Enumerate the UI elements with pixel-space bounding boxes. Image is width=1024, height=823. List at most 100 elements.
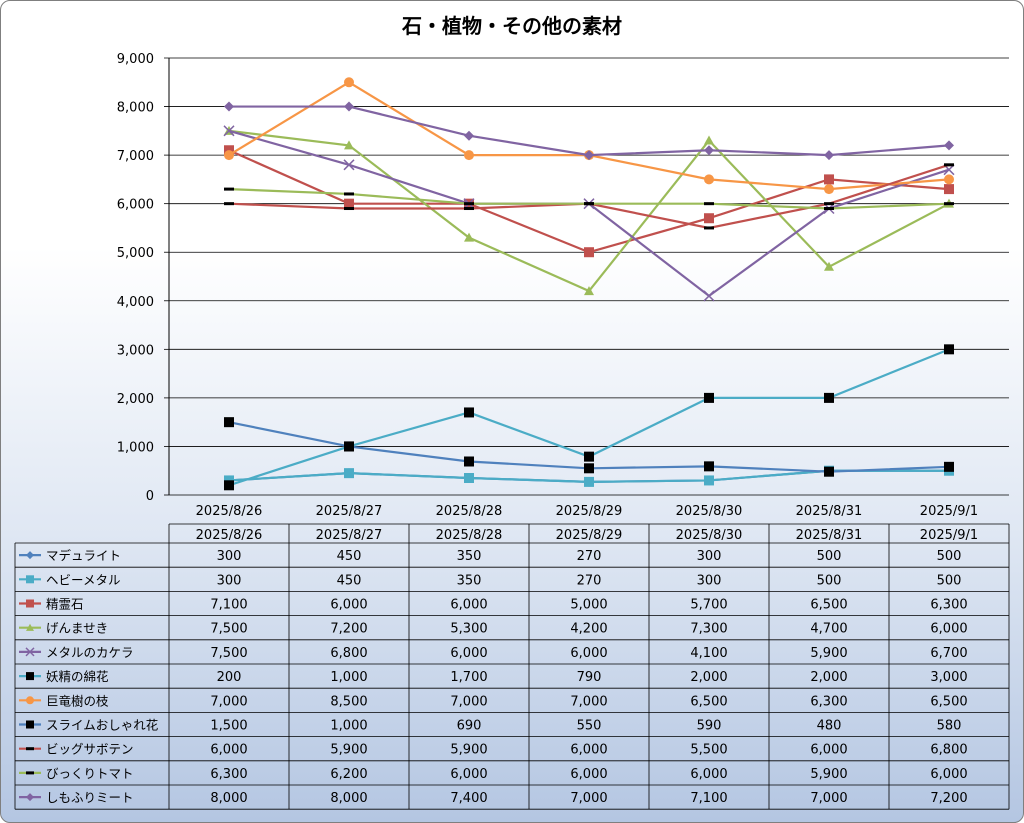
x-tick-label: 2025/8/26 <box>196 504 263 519</box>
table-cell: 6,300 <box>930 598 967 613</box>
table-row: しもふりミート 8,000 8,000 7,400 7,000 7,100 7,000 7,2… <box>19 790 968 806</box>
table-cell: 8,000 <box>330 791 367 806</box>
series-name: ビッグサボテン <box>46 742 134 757</box>
table-cell: 6,000 <box>330 598 367 613</box>
table-cell: 7,300 <box>690 622 727 637</box>
data-point <box>584 476 594 487</box>
table-row: ビッグサボテン 6,000 5,900 5,900 6,000 5,500 6,000 6,8… <box>19 742 968 758</box>
table-cell: 580 <box>937 719 962 734</box>
data-point <box>344 198 354 209</box>
data-point <box>944 202 954 206</box>
table-cell: 5,700 <box>690 598 727 613</box>
table-cell: 7,000 <box>210 694 247 709</box>
legend-key-marker <box>26 575 34 584</box>
data-point <box>704 135 714 145</box>
table-cell: 6,000 <box>450 767 487 782</box>
data-point <box>464 202 474 206</box>
data-point <box>704 392 714 403</box>
data-point <box>224 480 234 491</box>
axis-layer: 0 1,000 2,000 3,000 4,000 5,000 6,000 7,000 8,00… <box>117 52 978 519</box>
data-point <box>824 202 834 206</box>
series-name: スライムおしゃれ花 <box>46 718 158 733</box>
legend-key-marker <box>26 771 34 775</box>
table-cell: 6,500 <box>690 694 727 709</box>
data-point <box>344 441 354 452</box>
y-tick-label: 7,000 <box>117 149 154 164</box>
x-tick-label: 2025/8/27 <box>316 504 383 519</box>
table-cell: 5,000 <box>570 598 607 613</box>
table-cell: 8,500 <box>330 694 367 709</box>
y-tick-label: 1,000 <box>117 440 154 455</box>
legend-key-marker <box>26 793 34 802</box>
data-table: 2025/8/26 2025/8/27 2025/8/28 2025/8/29 2025… <box>14 523 1010 810</box>
table-cell: 200 <box>217 670 242 685</box>
table-cell: 2,000 <box>690 670 727 685</box>
series-line <box>229 105 950 157</box>
series-name: 巨竜樹の枝 <box>46 693 109 708</box>
data-point <box>344 140 354 150</box>
grid-layer <box>169 57 1009 496</box>
data-point <box>944 184 954 195</box>
data-point <box>584 451 594 462</box>
data-point <box>584 247 594 258</box>
data-point <box>344 77 354 88</box>
data-point <box>824 466 834 477</box>
data-point <box>224 202 234 206</box>
legend-key-marker <box>26 551 34 560</box>
table-cell: 6,500 <box>810 598 847 613</box>
table-cell: 350 <box>457 573 482 588</box>
table-cell: 7,000 <box>450 694 487 709</box>
data-point <box>704 461 714 472</box>
y-tick-label: 3,000 <box>117 343 154 358</box>
series-line <box>228 149 950 254</box>
series-10 <box>224 187 954 211</box>
table-cell: 2,000 <box>810 670 847 685</box>
table-cell: 6,000 <box>570 646 607 661</box>
series-3 <box>224 145 954 258</box>
y-tick-label: 0 <box>146 489 154 504</box>
data-point <box>584 286 594 296</box>
series-name: ヘビーメタル <box>46 572 121 587</box>
y-tick-label: 4,000 <box>117 295 154 310</box>
data-point <box>704 174 714 185</box>
table-cell: 7,100 <box>690 791 727 806</box>
table-header-cell: 2025/8/27 <box>316 528 383 543</box>
table-cell: 6,000 <box>570 767 607 782</box>
table-cell: 5,900 <box>810 767 847 782</box>
table-cell: 450 <box>337 549 362 564</box>
table-cell: 6,700 <box>930 646 967 661</box>
chart-title: 石・植物・その他の素材 <box>401 14 622 38</box>
table-header-cell: 2025/8/29 <box>556 528 623 543</box>
table-cell: 6,200 <box>330 767 367 782</box>
y-tick-label: 8,000 <box>117 101 154 116</box>
y-tick-label: 5,000 <box>117 246 154 261</box>
data-point <box>824 184 834 195</box>
legend-key-marker <box>26 672 34 681</box>
y-tick-label: 9,000 <box>117 52 154 67</box>
data-point <box>344 192 354 196</box>
table-cell: 5,900 <box>330 743 367 758</box>
table-cell: 6,000 <box>210 743 247 758</box>
legend-key-marker <box>26 747 34 751</box>
table-row: げんませき 7,500 7,200 5,300 4,200 7,300 4,700 6,000 <box>19 621 968 637</box>
series-name: 妖精の綿花 <box>46 669 109 684</box>
table-cell: 7,000 <box>810 791 847 806</box>
table-cell: 6,000 <box>930 622 967 637</box>
data-point <box>584 463 594 474</box>
table-row: ヘビーメタル 300 450 350 270 300 500 500 <box>19 572 961 588</box>
series-8 <box>224 417 954 477</box>
y-tick-label: 6,000 <box>117 198 154 213</box>
table-cell: 5,300 <box>450 622 487 637</box>
table-cell: 5,900 <box>450 743 487 758</box>
table-cell: 4,200 <box>570 622 607 637</box>
data-point <box>464 207 474 211</box>
table-row: メタルのカケラ 7,500 6,800 6,000 6,000 4,100 5,900 6,7… <box>19 645 968 661</box>
data-point <box>464 407 474 418</box>
table-cell: 6,000 <box>450 646 487 661</box>
table-cell: 300 <box>697 549 722 564</box>
x-tick-label: 2025/9/1 <box>920 504 978 519</box>
table-cell: 300 <box>697 573 722 588</box>
data-point <box>224 417 234 428</box>
table-header-cell: 2025/8/28 <box>436 528 503 543</box>
data-point <box>704 213 714 224</box>
